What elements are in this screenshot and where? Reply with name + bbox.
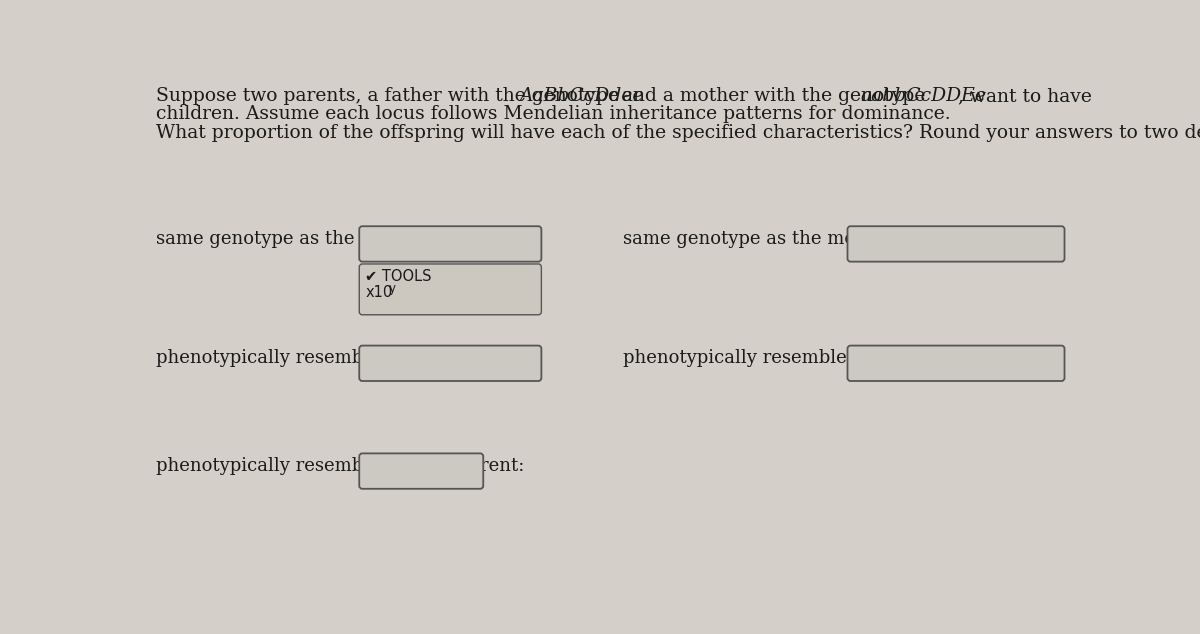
Text: same genotype as the father:: same genotype as the father:	[156, 230, 422, 248]
Text: aabbCcDDEe: aabbCcDDEe	[860, 87, 986, 105]
Text: phenotypically resemble the father:: phenotypically resemble the father:	[156, 349, 482, 368]
Text: Suppose two parents, a father with the genotype: Suppose two parents, a father with the g…	[156, 87, 625, 105]
Text: ✔ TOOLS: ✔ TOOLS	[366, 269, 432, 283]
FancyBboxPatch shape	[359, 226, 541, 262]
Text: phenotypically resemble neither parent:: phenotypically resemble neither parent:	[156, 457, 524, 476]
Text: phenotypically resemble the mother:: phenotypically resemble the mother:	[623, 349, 960, 368]
FancyBboxPatch shape	[847, 226, 1064, 262]
FancyBboxPatch shape	[359, 453, 484, 489]
Text: AaBbCcDdee: AaBbCcDdee	[520, 87, 644, 105]
FancyBboxPatch shape	[359, 264, 541, 314]
FancyBboxPatch shape	[359, 346, 541, 381]
Text: x10: x10	[366, 285, 392, 300]
Text: y: y	[389, 281, 396, 295]
Text: What proportion of the offspring will have each of the specified characteristics: What proportion of the offspring will ha…	[156, 124, 1200, 142]
Text: children. Assume each locus follows Mendelian inheritance patterns for dominance: children. Assume each locus follows Mend…	[156, 105, 950, 124]
FancyBboxPatch shape	[847, 346, 1064, 381]
Text: and a mother with the genotype: and a mother with the genotype	[616, 87, 931, 105]
Text: same genotype as the mother:: same genotype as the mother:	[623, 230, 899, 248]
Text: , want to have: , want to have	[959, 87, 1092, 105]
